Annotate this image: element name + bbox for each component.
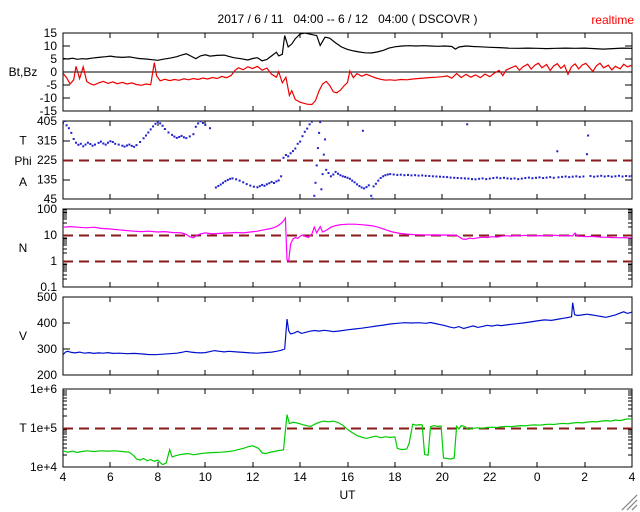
- x-tick-labels: 4 6 8 10 12 14 16 18 20 22 0 2 4: [60, 470, 636, 484]
- panel-unit-labels: T: [19, 421, 27, 435]
- svg-text:A: A: [19, 175, 27, 189]
- n-line: [63, 216, 632, 263]
- svg-text:500: 500: [37, 290, 57, 304]
- panel-axes: [62, 208, 633, 288]
- svg-text:15: 15: [44, 26, 58, 40]
- t-line: [63, 414, 632, 466]
- svg-text:405: 405: [37, 114, 57, 128]
- svg-text:14: 14: [293, 470, 307, 484]
- figure-title: 2017 / 6 / 11 04:00 -- 6 / 12 04:00 ( DS…: [217, 12, 478, 26]
- svg-text:18: 18: [388, 470, 402, 484]
- svg-text:135: 135: [37, 173, 57, 187]
- svg-text:300: 300: [37, 342, 57, 356]
- realtime-badge: realtime: [591, 13, 634, 27]
- svg-text:22: 22: [483, 470, 497, 484]
- panel-unit-labels: N: [19, 241, 28, 255]
- svg-text:10: 10: [44, 39, 58, 53]
- svg-text:Phi: Phi: [14, 154, 31, 168]
- panel-temperature: 1e+6 1e+5 1e+4 T: [19, 382, 633, 474]
- svg-text:4: 4: [629, 470, 636, 484]
- panel-unit-labels: V: [19, 329, 27, 343]
- svg-text:225: 225: [37, 153, 57, 167]
- x-axis-label: UT: [339, 488, 356, 502]
- svg-text:100: 100: [37, 202, 57, 216]
- panel-velocity: 500 400 300 200 V: [19, 290, 633, 382]
- svg-text:-10: -10: [40, 91, 58, 105]
- svg-text:45: 45: [44, 192, 58, 206]
- svg-text:1e+6: 1e+6: [30, 382, 57, 396]
- svg-text:2: 2: [581, 470, 588, 484]
- panel-unit-labels: T Phi A: [14, 134, 31, 189]
- panel-axes: [62, 296, 633, 376]
- svg-text:10: 10: [44, 228, 58, 242]
- svg-text:0.1: 0.1: [40, 280, 57, 294]
- svg-text:V: V: [19, 329, 27, 343]
- svg-text:315: 315: [37, 134, 57, 148]
- svg-text:1: 1: [50, 254, 57, 268]
- svg-text:10: 10: [199, 470, 213, 484]
- svg-text:N: N: [19, 241, 28, 255]
- svg-text:16: 16: [341, 470, 355, 484]
- y-tick-labels: 500 400 300 200: [37, 290, 57, 382]
- svg-text:1e+5: 1e+5: [30, 421, 57, 435]
- svg-text:5: 5: [50, 52, 57, 66]
- svg-text:0: 0: [50, 65, 57, 79]
- svg-text:T: T: [19, 134, 27, 148]
- svg-text:1e+4: 1e+4: [30, 460, 57, 474]
- panel-unit-labels: Bt,Bz: [9, 65, 38, 79]
- panel-axes: [62, 32, 633, 112]
- bz-line: [63, 62, 632, 106]
- svg-text:12: 12: [246, 470, 260, 484]
- svg-text:0: 0: [534, 470, 541, 484]
- y-tick-labels: 405 315 225 135 45: [37, 114, 57, 206]
- panel-density: 100 10 1 0.1 N: [19, 202, 633, 294]
- svg-text:6: 6: [107, 470, 114, 484]
- y-tick-labels: 1e+6 1e+5 1e+4: [30, 382, 57, 474]
- bt-line: [63, 33, 632, 62]
- panel-phi: 405 315 225 135 45 T Phi A: [14, 114, 633, 206]
- svg-text:-5: -5: [46, 78, 57, 92]
- v-line: [63, 302, 632, 356]
- phi-scatter-points: [63, 121, 632, 199]
- resize-grip-icon[interactable]: [619, 493, 639, 511]
- svg-text:T: T: [19, 421, 27, 435]
- y-tick-labels: 100 10 1 0.1: [37, 202, 57, 294]
- svg-text:400: 400: [37, 316, 57, 330]
- svg-text:-15: -15: [40, 104, 58, 118]
- svg-text:Bt,Bz: Bt,Bz: [9, 65, 38, 79]
- svg-text:8: 8: [154, 470, 161, 484]
- grip-lines: [621, 494, 638, 511]
- svg-text:4: 4: [60, 470, 67, 484]
- svg-text:20: 20: [436, 470, 450, 484]
- svg-text:200: 200: [37, 368, 57, 382]
